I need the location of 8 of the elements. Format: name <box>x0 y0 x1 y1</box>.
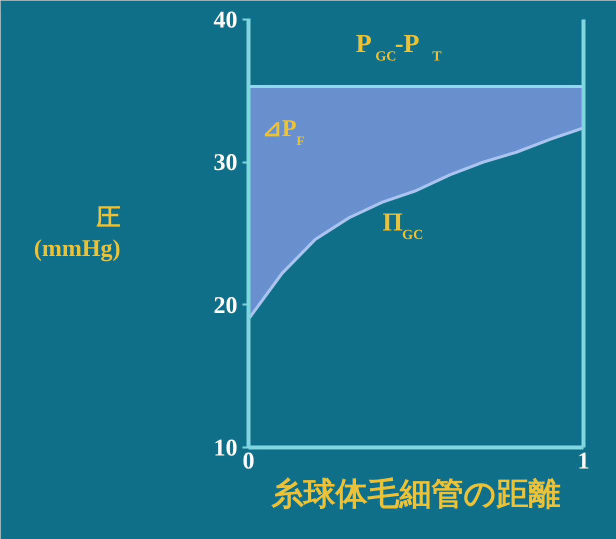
y-tick-label: 30 <box>214 150 238 176</box>
x-tick-label: 1 <box>578 448 590 474</box>
x-axis-title: 糸球体毛細管の距離 <box>270 476 560 512</box>
y-tick-label: 40 <box>214 8 238 34</box>
y-tick-label: 10 <box>214 436 238 462</box>
x-tick-label: 0 <box>242 448 254 474</box>
y-axis-title: 圧 (mmHg) <box>34 204 121 262</box>
y-tick-label: 20 <box>214 292 238 319</box>
